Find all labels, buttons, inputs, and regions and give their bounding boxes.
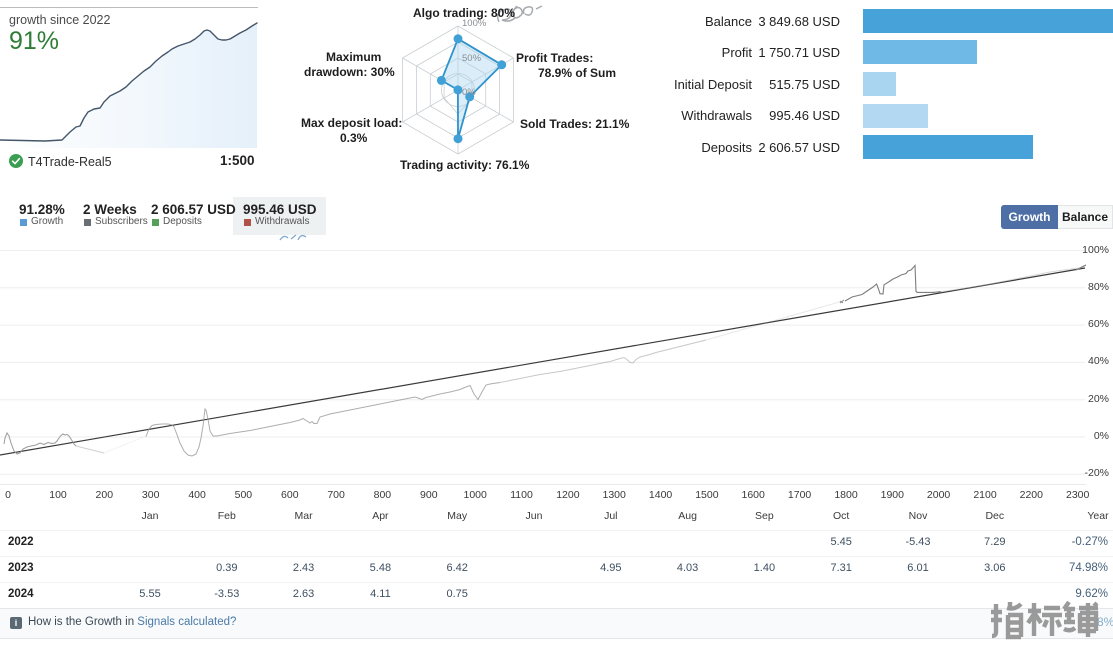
- svg-text:78.9% of Sum: 78.9% of Sum: [538, 66, 616, 80]
- svg-text:Trading activity: 76.1%: Trading activity: 76.1%: [400, 158, 530, 172]
- svg-text:Maximum: Maximum: [326, 50, 381, 64]
- svg-text:Max deposit load:: Max deposit load:: [301, 116, 402, 130]
- svg-text:0.3%: 0.3%: [340, 131, 368, 145]
- svg-text:Profit Trades:: Profit Trades:: [516, 51, 593, 65]
- svg-text:100%: 100%: [462, 18, 487, 29]
- svg-text:50%: 50%: [462, 53, 482, 64]
- svg-text:Sold Trades: 21.1%: Sold Trades: 21.1%: [520, 117, 630, 131]
- svg-text:drawdown: 30%: drawdown: 30%: [304, 65, 395, 79]
- svg-text:0%: 0%: [462, 87, 476, 98]
- svg-text:Algo trading: 80%: Algo trading: 80%: [413, 6, 515, 20]
